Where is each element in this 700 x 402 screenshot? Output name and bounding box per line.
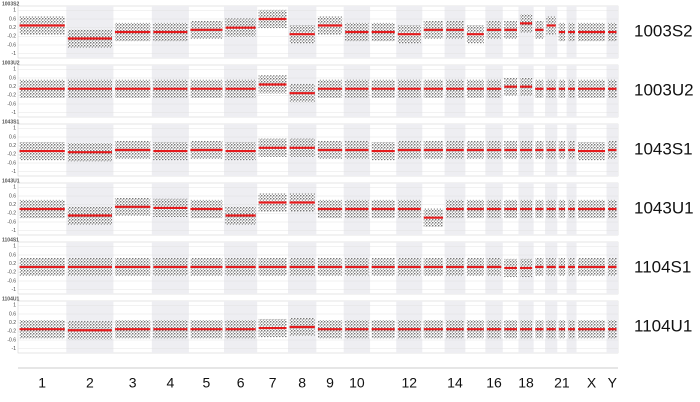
- x-tick-label: X: [587, 375, 597, 391]
- x-tick-label: 2: [86, 375, 94, 391]
- y-tick-label: 0.6: [9, 311, 16, 317]
- x-tick-label: 10: [349, 375, 365, 391]
- x-tick-label: 14: [447, 375, 463, 391]
- x-tick-label: 18: [518, 375, 534, 391]
- y-tick-label: 0.6: [9, 75, 16, 81]
- y-tick-label: 0.2: [9, 143, 16, 149]
- panel-title: 1043S1: [2, 119, 19, 125]
- y-tick-label: -0.2: [7, 211, 16, 217]
- y-tick-label: 0.2: [9, 202, 16, 208]
- y-tick-label: 1: [13, 67, 16, 73]
- panel-title: 1043U1: [2, 178, 20, 184]
- sample-label: 1043U1: [634, 198, 694, 217]
- sample-label: 1104S1: [634, 257, 691, 276]
- y-tick-label: -0.2: [7, 270, 16, 276]
- y-tick-label: -0.2: [7, 152, 16, 158]
- panel-title: 1003S2: [2, 1, 19, 7]
- y-tick-label: 1: [13, 185, 16, 191]
- y-tick-label: -0.6: [7, 160, 16, 166]
- y-tick-label: -1: [12, 346, 17, 352]
- x-tick-label: 1: [38, 375, 46, 391]
- x-tick-label: 6: [237, 375, 245, 391]
- y-tick-label: 0.2: [9, 25, 16, 31]
- x-tick-label: 21: [554, 375, 570, 391]
- y-tick-label: 0.2: [9, 84, 16, 90]
- sample-label: 1104U1: [634, 316, 692, 335]
- sample-label: 1043S1: [634, 139, 693, 158]
- x-tick-label: 12: [401, 375, 417, 391]
- y-tick-label: -0.6: [7, 219, 16, 225]
- x-tick-label: 9: [326, 375, 334, 391]
- y-tick-label: -1: [12, 110, 17, 116]
- y-tick-label: 0.6: [9, 16, 16, 22]
- y-tick-label: 0.2: [9, 261, 16, 267]
- x-tick-label: Y: [608, 375, 618, 391]
- y-tick-label: -1: [12, 287, 17, 293]
- x-tick-label: 8: [298, 375, 306, 391]
- y-tick-label: -1: [12, 228, 17, 234]
- panel-title: 1003U2: [2, 60, 20, 66]
- y-tick-label: -0.6: [7, 337, 16, 343]
- y-tick-label: -0.6: [7, 101, 16, 107]
- y-tick-label: -1: [12, 169, 17, 175]
- panel-title: 1104S1: [2, 237, 19, 243]
- sample-label: 1003U2: [634, 80, 694, 99]
- x-tick-label: 3: [129, 375, 137, 391]
- y-tick-label: 1: [13, 8, 16, 14]
- y-tick-label: 1: [13, 126, 16, 132]
- y-tick-label: 0.2: [9, 320, 16, 326]
- y-tick-label: -1: [12, 51, 17, 57]
- y-tick-label: 0.6: [9, 134, 16, 140]
- x-tick-label: 4: [166, 375, 174, 391]
- y-tick-label: -0.6: [7, 42, 16, 48]
- x-tick-label: 7: [269, 375, 277, 391]
- x-tick-label: 16: [486, 375, 502, 391]
- y-tick-label: 1: [13, 244, 16, 250]
- x-tick-label: 5: [203, 375, 211, 391]
- y-tick-label: -0.2: [7, 34, 16, 40]
- y-tick-label: 1: [13, 303, 16, 309]
- y-tick-label: -0.2: [7, 93, 16, 99]
- y-tick-label: 0.6: [9, 193, 16, 199]
- sample-label: 1003S2: [634, 21, 693, 40]
- y-tick-label: -0.2: [7, 329, 16, 335]
- y-tick-label: -0.6: [7, 278, 16, 284]
- panel-title: 1104U1: [2, 296, 19, 302]
- y-tick-label: 0.6: [9, 252, 16, 258]
